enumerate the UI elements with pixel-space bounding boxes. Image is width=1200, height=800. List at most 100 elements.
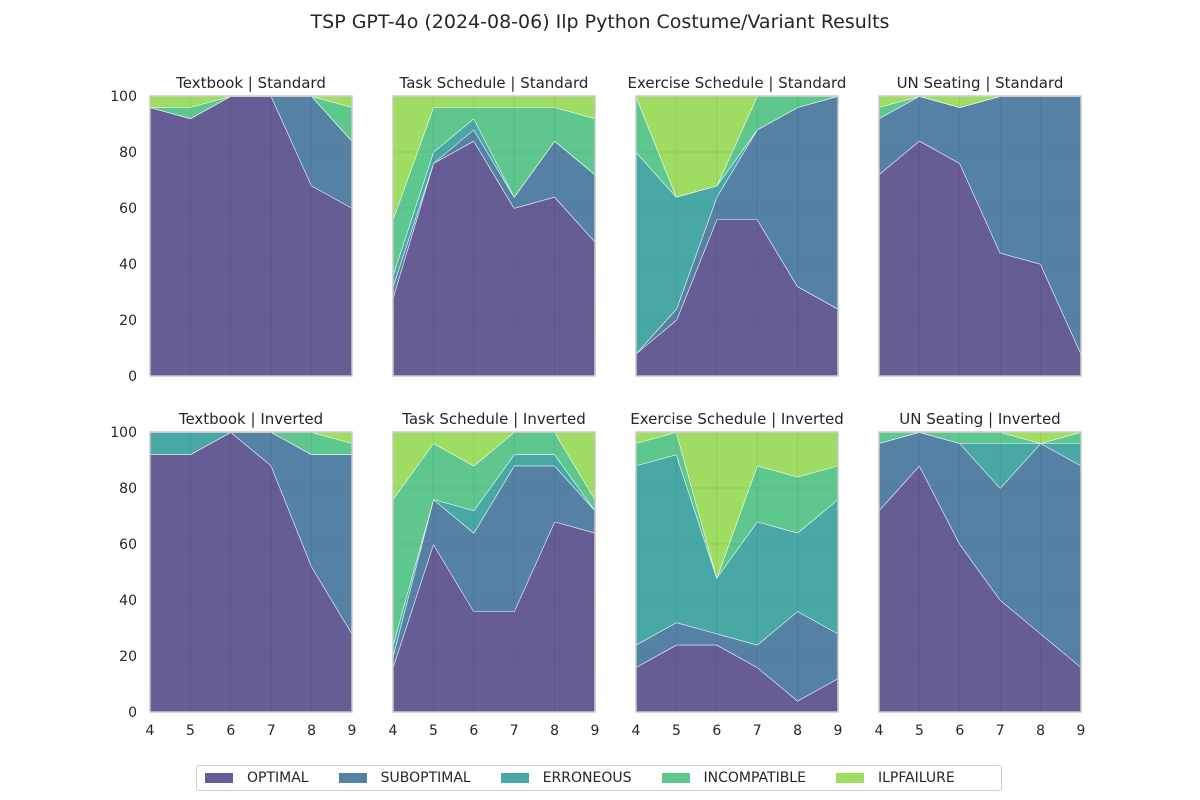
area-suboptimal [393, 465, 595, 668]
area-incompatible [636, 96, 838, 197]
chart-panel: UN Seating | Inverted 4 5 6 7 8 9 [875, 410, 1086, 739]
panel-frame [149, 95, 353, 377]
chart-panel: Exercise Schedule | Standard [628, 74, 847, 377]
x-tick-label: 5 [186, 723, 195, 739]
chart-panel: UN Seating | Standard [878, 74, 1082, 377]
panel-title: Task Schedule | Standard [399, 74, 589, 92]
x-tick-label: 8 [1036, 723, 1045, 739]
legend-label-erroneous: ERRONEOUS [542, 770, 632, 786]
legend-label-suboptimal: SUBOPTIMAL [380, 770, 471, 786]
legend-swatch-ilpfailure [835, 773, 864, 783]
area-incompatible [150, 96, 352, 141]
area-erroneous [879, 432, 1081, 488]
panel-title: Exercise Schedule | Inverted [630, 410, 844, 428]
legend-label-incompatible: INCOMPATIBLE [703, 770, 806, 786]
area-suboptimal [150, 96, 352, 208]
area-optimal [636, 219, 838, 376]
legend-item-ilpfailure: ILPFAILURE [835, 770, 955, 786]
x-tick-label: 7 [267, 723, 276, 739]
chart-panel: Exercise Schedule | Inverted 4 5 6 7 8 9 [630, 410, 844, 739]
x-tick-label: 4 [389, 723, 398, 739]
x-tick-label: 5 [915, 723, 924, 739]
area-suboptimal [150, 432, 352, 634]
panel-title: Task Schedule | Inverted [401, 410, 586, 428]
area-ilpfailure [879, 432, 1081, 444]
chart-panel: Task Schedule | Standard [392, 74, 596, 377]
area-ilpfailure [393, 432, 595, 500]
y-tick-label: 0 [128, 705, 137, 721]
area-optimal [636, 644, 838, 712]
panel-title: Textbook | Standard [175, 74, 326, 92]
x-tick-label: 9 [1077, 723, 1086, 739]
legend-label-optimal: OPTIMAL [247, 770, 309, 786]
area-edge-suboptimal [635, 610, 839, 646]
panel-title: Exercise Schedule | Standard [628, 74, 847, 92]
x-tick-label: 9 [348, 723, 357, 739]
chart-panel: Textbook | Inverted 0 20 40 60 80 100 4 5 6 7 8 9 [110, 410, 356, 739]
panel-frame [878, 431, 1082, 713]
panel-frame [392, 95, 596, 377]
area-suboptimal [636, 96, 838, 354]
area-ilpfailure [150, 432, 352, 444]
y-tick-label: 60 [119, 201, 137, 217]
x-tick-label: 6 [955, 723, 964, 739]
x-tick-label: 7 [753, 723, 762, 739]
panel-title: UN Seating | Inverted [899, 410, 1060, 428]
y-tick-label: 20 [119, 649, 137, 665]
area-ilpfailure [879, 96, 1081, 108]
y-tick-label: 100 [110, 425, 137, 441]
area-incompatible [150, 432, 352, 455]
area-incompatible [393, 432, 595, 645]
x-tick-label: 7 [510, 723, 519, 739]
area-suboptimal [393, 129, 595, 298]
area-suboptimal [879, 432, 1081, 668]
area-ilpfailure [393, 96, 595, 220]
panel-frame [878, 95, 1082, 377]
area-erroneous [393, 454, 595, 656]
panel-frame [635, 95, 839, 377]
x-tick-label: 8 [550, 723, 559, 739]
x-tick-label: 6 [226, 723, 235, 739]
legend-swatch-optimal [205, 773, 233, 783]
legend-item-incompatible: INCOMPATIBLE [661, 770, 806, 786]
x-tick-label: 7 [996, 723, 1005, 739]
x-tick-label: 9 [834, 723, 843, 739]
x-tick-label: 6 [712, 723, 721, 739]
area-ilpfailure [636, 96, 838, 197]
area-ilpfailure [636, 432, 838, 578]
x-tick-label: 4 [632, 723, 641, 739]
area-optimal [150, 96, 352, 376]
area-optimal [879, 465, 1081, 712]
legend-swatch-erroneous [500, 773, 529, 783]
area-optimal [150, 432, 352, 712]
area-optimal [393, 521, 595, 712]
panel-title: Textbook | Inverted [178, 410, 323, 428]
area-suboptimal [879, 96, 1081, 354]
y-tick-label: 80 [119, 481, 137, 497]
panel-frame [392, 431, 596, 713]
legend-item-erroneous: ERRONEOUS [500, 770, 632, 786]
y-tick-label: 60 [119, 537, 137, 553]
chart-panel: Textbook | Standard 0 20 40 60 80 100 [110, 74, 353, 385]
chart-legend: OPTIMAL SUBOPTIMAL ERRONEOUS INCOMPATIBL… [196, 765, 1002, 791]
y-tick-label: 80 [119, 145, 137, 161]
legend-label-ilpfailure: ILPFAILURE [877, 770, 955, 786]
x-tick-label: 9 [591, 723, 600, 739]
x-tick-label: 8 [793, 723, 802, 739]
area-suboptimal [636, 611, 838, 701]
area-erroneous [636, 96, 838, 354]
area-ilpfailure [150, 96, 352, 108]
chart-title: TSP GPT-4o (2024-08-06) Ilp Python Costu… [310, 11, 890, 33]
area-erroneous [150, 432, 352, 455]
legend-swatch-suboptimal [338, 773, 367, 783]
y-tick-label: 40 [119, 593, 137, 609]
panel-title: UN Seating | Standard [897, 74, 1064, 92]
panel-frame [635, 431, 839, 713]
x-tick-label: 5 [429, 723, 438, 739]
area-optimal [879, 140, 1081, 376]
y-tick-label: 20 [119, 313, 137, 329]
y-tick-label: 40 [119, 257, 137, 273]
chart-panel: Task Schedule | Inverted 4 5 6 7 8 9 [389, 410, 600, 739]
y-tick-label: 0 [128, 369, 137, 385]
area-incompatible [393, 107, 595, 276]
